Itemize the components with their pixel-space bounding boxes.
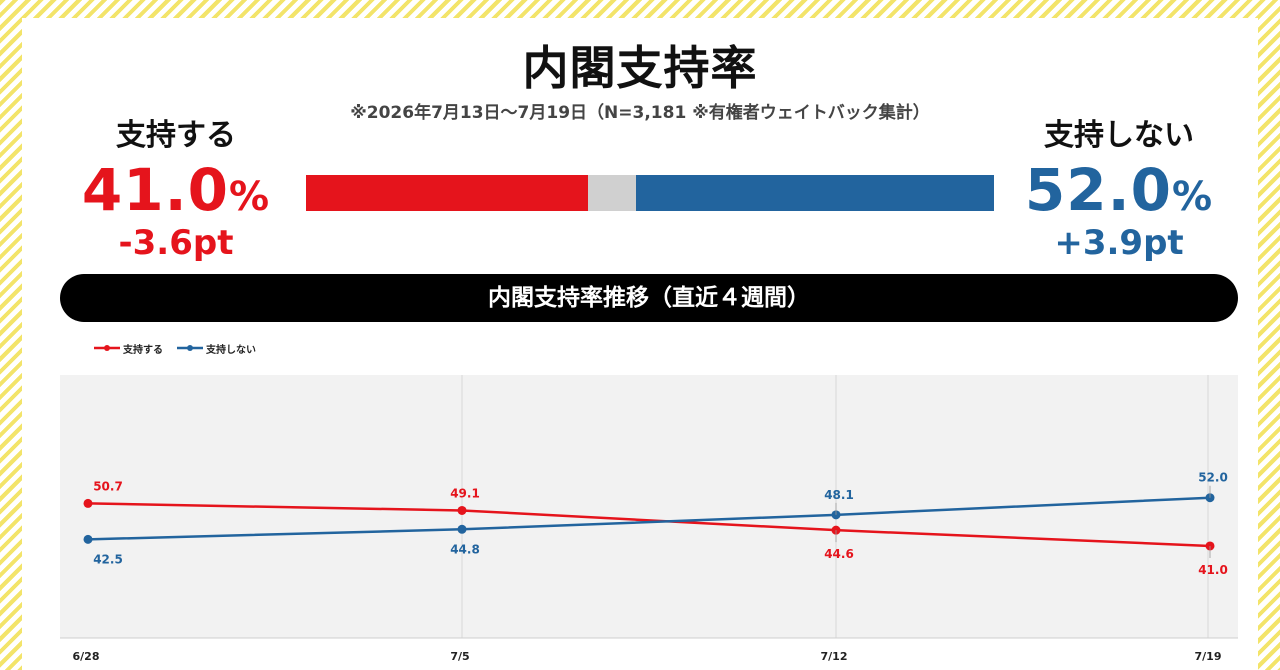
x-tick-label-0: 6/28: [73, 650, 100, 663]
x-tick-label-3: 7/19: [1195, 650, 1222, 663]
nonsupport-percent-unit: %: [1172, 174, 1214, 220]
x-tick-label-1: 7/5: [450, 650, 469, 663]
ratio-bar-nonsupport: [636, 175, 994, 211]
series-line-0: [87, 502, 1211, 548]
support-percent: 41.0%: [76, 156, 276, 224]
legend-nonsupport-marker-icon: [177, 345, 203, 351]
series-line-1: [87, 496, 1211, 541]
legend-item-nonsupport: 支持しない: [177, 341, 256, 356]
data-point-1-0: [83, 534, 93, 544]
data-point-1-2: [831, 510, 841, 520]
data-label-1-1: 44.8: [450, 542, 480, 556]
survey-note: ※2026年7月13日～7月19日（N=3,181 ※有権者ウェイトバック集計）: [350, 103, 930, 123]
support-diff: -3.6pt: [118, 223, 234, 263]
data-point-1-1: [457, 524, 467, 534]
data-label-1-3: 52.0: [1198, 471, 1228, 485]
data-label-0-0: 50.7: [93, 479, 123, 493]
legend-nonsupport-label: 支持しない: [206, 344, 256, 356]
support-percent-unit: %: [229, 174, 271, 220]
trend-line-chart: 6/28 7/5 7/12 7/19 50.7 49.1 44.6 41.0 42.5 44.8 4…: [60, 375, 1238, 663]
data-point-0-1: [457, 505, 467, 515]
data-point-0-2: [831, 525, 841, 535]
legend-item-support: 支持する: [94, 341, 163, 356]
legend-support-marker-icon: [94, 345, 120, 351]
ratio-bar: [306, 175, 994, 211]
data-point-0-0: [83, 498, 93, 508]
nonsupport-diff: +3.9pt: [1054, 223, 1184, 263]
data-label-0-1: 49.1: [450, 486, 480, 500]
support-percent-value: 41.0: [81, 156, 230, 224]
nonsupport-percent: 52.0%: [1014, 156, 1224, 224]
nonsupport-percent-value: 52.0: [1024, 156, 1173, 224]
data-label-0-2: 44.6: [824, 547, 854, 561]
main-card: 内閣支持率 ※2026年7月13日～7月19日（N=3,181 ※有権者ウェイト…: [22, 18, 1258, 670]
support-label: 支持する: [116, 118, 236, 153]
trend-banner: 内閣支持率推移（直近４週間）: [60, 274, 1238, 322]
data-label-1-2: 48.1: [824, 488, 854, 502]
page-title: 内閣支持率: [522, 41, 758, 95]
data-label-1-0: 42.5: [93, 552, 123, 566]
chart-legend: 支持する 支持しない: [94, 340, 270, 356]
data-label-0-3: 41.0: [1198, 563, 1228, 577]
x-tick-label-2: 7/12: [821, 650, 848, 663]
nonsupport-label: 支持しない: [1044, 118, 1194, 153]
ratio-bar-other: [588, 175, 637, 211]
legend-support-label: 支持する: [123, 344, 163, 356]
ratio-bar-support: [306, 175, 589, 211]
